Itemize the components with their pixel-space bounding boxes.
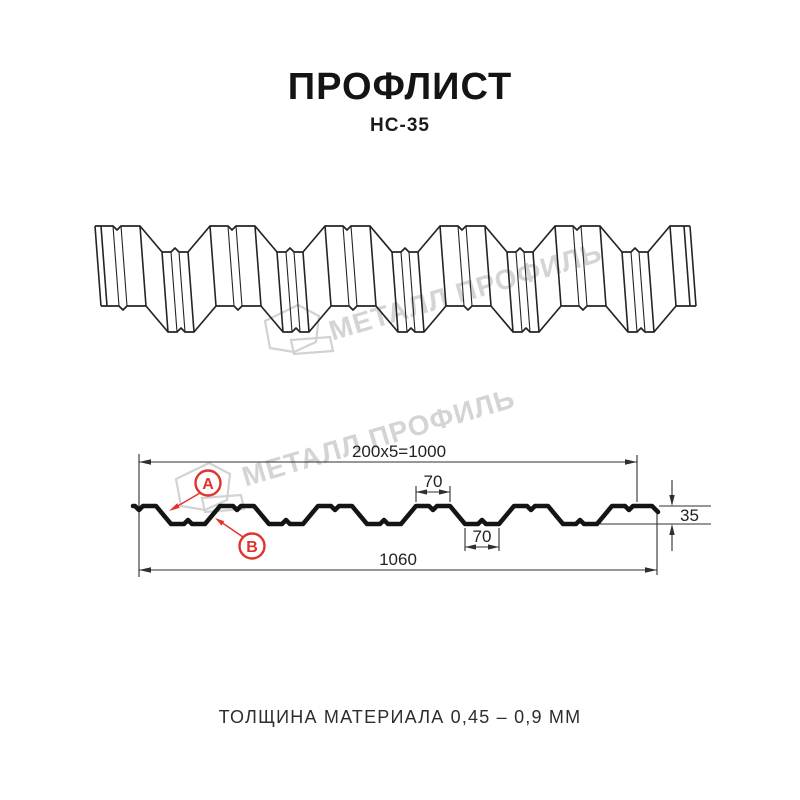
page-title: ПРОФЛИСТ xyxy=(287,66,513,108)
callout-a-circle xyxy=(194,469,222,497)
brand-logo-watermark-bottom xyxy=(174,461,246,513)
logo-flap-outline xyxy=(289,335,335,355)
callout-b-label: В xyxy=(246,539,258,556)
cross-section-drawing: 200x5=1000 70 70 35 1060 А В xyxy=(130,442,711,577)
logo-flap-outline xyxy=(200,493,246,513)
material-thickness-note: ТОЛЩИНА МАТЕРИАЛА 0,45 – 0,9 ММ xyxy=(218,707,582,727)
callout-a-label: А xyxy=(202,476,214,493)
callout-b-circle xyxy=(238,532,266,560)
dimension-lines xyxy=(138,454,711,577)
dim-crest-width: 70 xyxy=(424,472,443,491)
profile-model-subtitle: НС-35 xyxy=(370,115,430,136)
dim-trough-width: 70 xyxy=(473,527,492,546)
dim-total-width: 1060 xyxy=(379,550,417,569)
stiffening-groove-lines xyxy=(112,225,646,333)
sheet-far-edge-outline xyxy=(95,225,690,253)
rib-edge-lines xyxy=(94,225,697,333)
profile-cross-section-line xyxy=(130,503,661,527)
profile-sheet-3d-drawing xyxy=(94,225,697,333)
sheet-near-edge-outline xyxy=(101,305,696,333)
dim-module-width: 200x5=1000 xyxy=(352,442,446,461)
callout-a: А xyxy=(169,469,222,511)
dimension-arrowheads xyxy=(139,459,675,573)
callout-b: В xyxy=(215,518,266,560)
brand-logo-watermark-top xyxy=(263,303,335,355)
dim-profile-height: 35 xyxy=(680,506,699,525)
